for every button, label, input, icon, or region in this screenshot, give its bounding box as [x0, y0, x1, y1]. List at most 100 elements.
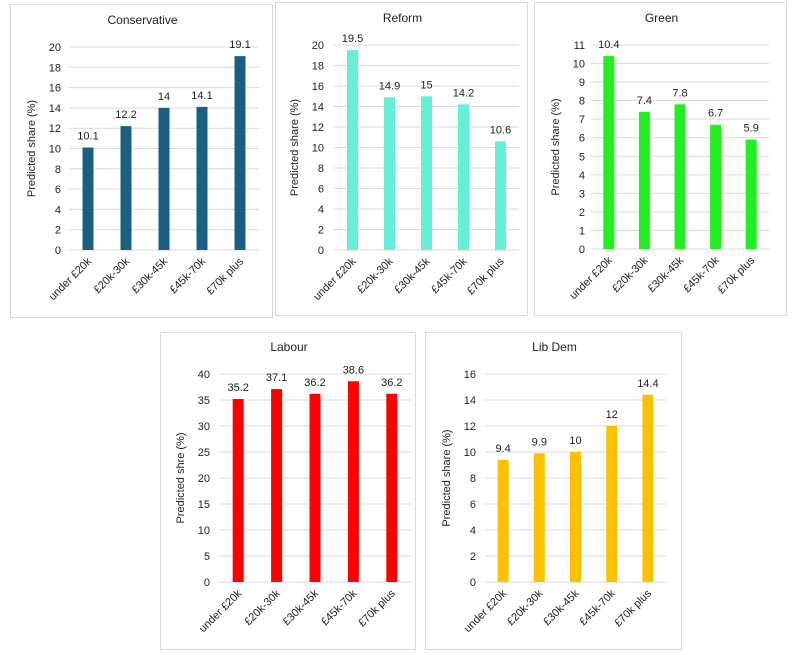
bar — [271, 389, 283, 582]
y-tick-label: 1 — [579, 225, 585, 237]
data-label: 5.9 — [744, 123, 759, 135]
y-tick-label: 16 — [464, 369, 476, 381]
y-tick-label: 12 — [49, 123, 61, 135]
chart-panel-reform: Reform 0 2 4 6 8 10 12 14 16 18 20 Predicted share (… — [275, 2, 528, 316]
bar — [158, 107, 170, 251]
y-tick-label: 6 — [318, 184, 324, 196]
x-tick-label: £20k-30k — [92, 255, 133, 296]
bar — [421, 96, 432, 250]
y-tick-label: 25 — [198, 447, 210, 459]
y-tick-label: 7 — [579, 114, 585, 126]
data-label: 9.4 — [495, 443, 510, 455]
y-tick-label: 0 — [55, 245, 61, 257]
x-tick-label: £20k-30k — [610, 254, 651, 295]
y-tick-label: 12 — [464, 421, 476, 433]
y-tick-label: 18 — [312, 61, 324, 73]
y-tick-label: 10 — [464, 447, 476, 459]
x-tick-label: £45k-70k — [319, 587, 360, 628]
bar — [234, 56, 246, 251]
data-label: 10.1 — [77, 130, 98, 142]
data-label: 10.4 — [598, 39, 619, 51]
y-axis-label: Predicted share (%) — [441, 429, 453, 526]
x-tick-label: £70k plus — [465, 255, 507, 297]
data-label: 9.9 — [532, 436, 547, 448]
x-tick-label: £20k-30k — [242, 587, 283, 628]
x-tick-label: £70k plus — [356, 587, 398, 629]
data-label: 12.2 — [115, 109, 136, 121]
y-axis-label: Predicted shre (%) — [175, 432, 187, 523]
x-tick-label: £70k plus — [204, 255, 246, 297]
y-tick-label: 30 — [198, 421, 210, 433]
y-tick-label: 6 — [470, 499, 476, 511]
y-tick-label: 8 — [470, 473, 476, 485]
x-tick-label: £70k plus — [612, 587, 654, 629]
bar — [495, 141, 506, 250]
y-tick-label: 6 — [55, 184, 61, 196]
x-tick-label: under £20k — [462, 587, 510, 635]
chart-panel-lib-dem: Lib Dem 0 2 4 6 8 10 12 14 16 Predicted share (%) 9… — [425, 332, 682, 650]
bar — [120, 126, 132, 250]
y-tick-label: 10 — [198, 525, 210, 537]
data-label: 37.1 — [266, 372, 287, 384]
data-label: 14.2 — [453, 87, 474, 99]
y-tick-label: 40 — [198, 369, 210, 381]
x-tick-label: £30k-45k — [281, 587, 322, 628]
y-tick-label: 20 — [49, 42, 61, 54]
chart-title: Labour — [270, 340, 307, 354]
data-label: 10.6 — [490, 124, 511, 136]
y-tick-label: 4 — [579, 170, 585, 182]
chart-svg: Conservative 0 2 4 6 8 10 12 14 16 18 20 Predicted s… — [26, 13, 259, 303]
y-tick-label: 20 — [312, 40, 324, 52]
y-tick-label: 8 — [579, 96, 585, 108]
y-tick-label: 9 — [579, 77, 585, 89]
bar — [196, 106, 208, 250]
y-tick-label: 10 — [49, 144, 61, 156]
chart-title: Green — [645, 11, 678, 25]
data-label: 19.1 — [229, 39, 250, 51]
y-tick-label: 4 — [55, 204, 61, 216]
bar — [674, 104, 686, 249]
x-tick-label: £70k plus — [716, 254, 758, 296]
data-label: 7.8 — [672, 87, 687, 99]
bar — [570, 452, 581, 582]
y-tick-label: 10 — [573, 59, 585, 71]
data-label: 14.4 — [637, 378, 658, 390]
data-label: 14.1 — [191, 90, 212, 102]
bar — [309, 393, 321, 582]
y-tick-label: 20 — [198, 473, 210, 485]
data-label: 14 — [158, 91, 170, 103]
chart-svg: Labour 0 5 10 15 20 25 30 35 40 Predicted shre (%)… — [175, 340, 411, 635]
y-tick-label: 0 — [579, 244, 585, 256]
y-tick-label: 8 — [55, 164, 61, 176]
chart-panel-conservative: Conservative 0 2 4 6 8 10 12 14 16 18 20 Predicted s… — [10, 4, 273, 318]
y-tick-label: 15 — [198, 499, 210, 511]
y-tick-label: 18 — [49, 62, 61, 74]
x-tick-label: £45k-70k — [168, 255, 209, 296]
y-tick-label: 2 — [318, 225, 324, 237]
data-label: 19.5 — [342, 33, 363, 45]
data-label: 6.7 — [708, 108, 723, 120]
bar — [745, 139, 757, 249]
chart-title: Conservative — [107, 13, 177, 27]
data-label: 36.2 — [304, 377, 325, 389]
y-tick-label: 0 — [470, 577, 476, 589]
y-tick-label: 35 — [198, 395, 210, 407]
data-label: 12 — [606, 409, 618, 421]
bar — [710, 124, 722, 249]
x-tick-label: under £20k — [311, 255, 359, 303]
y-tick-label: 14 — [464, 395, 476, 407]
x-tick-label: £20k-30k — [355, 255, 396, 296]
bar — [638, 111, 650, 249]
y-tick-label: 3 — [579, 188, 585, 200]
chart-svg: Reform 0 2 4 6 8 10 12 14 16 18 20 Predicted share (… — [289, 11, 519, 303]
y-tick-label: 0 — [204, 577, 210, 589]
y-tick-label: 2 — [470, 551, 476, 563]
bar — [82, 147, 94, 250]
data-label: 38.6 — [343, 364, 364, 376]
y-tick-label: 16 — [312, 81, 324, 93]
y-axis-label: Predicted share (%) — [26, 100, 38, 197]
x-tick-label: under £20k — [568, 254, 616, 302]
y-tick-label: 2 — [55, 225, 61, 237]
y-tick-label: 10 — [312, 143, 324, 155]
data-label: 14.9 — [379, 80, 400, 92]
